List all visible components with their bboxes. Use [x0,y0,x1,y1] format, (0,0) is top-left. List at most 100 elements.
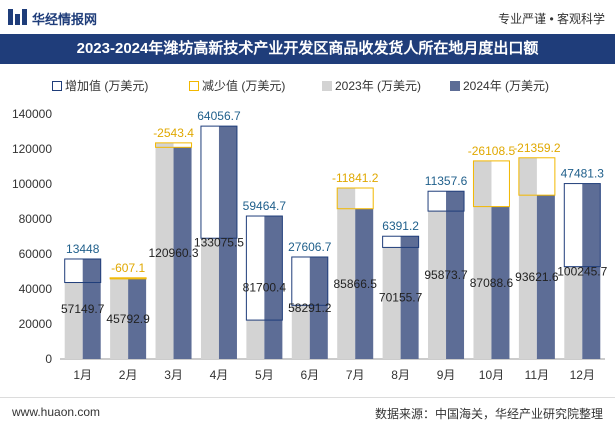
x-tick-label: 12月 [570,368,595,382]
y-tick-label: 20000 [19,317,53,331]
y2023-swatch-icon [322,81,332,91]
x-tick-label: 8月 [391,368,410,382]
brand-name: 华经情报网 [32,12,98,27]
x-tick-label: 9月 [437,368,456,382]
bar-2023 [291,305,310,359]
bar-2023 [518,157,537,359]
chart-title: 2023-2024年潍坊高新技术产业开发区商品收发货人所在地月度出口额 [76,40,539,57]
decrease-box [109,277,147,280]
decrease-box [155,142,193,148]
increase-box [64,258,102,284]
bar-2024 [218,126,237,359]
change-label: 47481.3 [561,167,605,181]
x-tick-label: 5月 [255,368,274,382]
x-tick-label: 1月 [73,368,92,382]
change-label: 59464.7 [243,199,287,213]
bar-2024 [400,236,419,359]
bar-2024 [173,147,192,359]
value-label-2024: 85866.5 [334,277,378,291]
change-label: -11841.2 [332,171,379,185]
y-tick-label: 40000 [19,282,53,296]
legend-decrease: 减少值 (万美元) [189,77,285,94]
change-label: -26108.5 [468,144,516,158]
legend-increase-label: 增加值 (万美元) [65,79,149,93]
decrease-box [336,187,374,210]
bar-2024 [536,195,555,359]
logo-icon [8,9,28,25]
bar-2023 [382,247,401,359]
legend-decrease-label: 减少值 (万美元) [202,79,286,93]
y-tick-label: 0 [45,352,52,366]
footer-source: 数据来源：中国海关，华经产业研究院整理 [374,407,603,421]
change-label: -607.1 [111,261,145,275]
x-tick-label: 4月 [210,368,229,382]
bar-2023 [110,277,129,359]
legend-2024-label: 2024年 (万美元) [463,79,550,93]
chart-plot: 0 20000 40000 60000 80000 100000 120000 140000 1… [12,107,608,382]
decrease-box [518,157,556,196]
decrease-swatch-icon [189,81,199,91]
increase-box [245,215,283,321]
x-tick-label: 7月 [346,368,365,382]
value-label-2024: 133075.5 [194,236,244,250]
change-label: 11357.6 [425,174,468,188]
change-label: 13448 [66,242,100,256]
x-tick-label: 6月 [300,368,319,382]
x-tick-label: 11月 [525,368,549,382]
increase-box [200,125,238,239]
legend-2023: 2023年 (万美元) [322,77,421,94]
change-label: 27606.7 [288,240,332,254]
value-label-2024: 95873.7 [424,268,468,282]
y2024-swatch-icon [450,81,460,91]
value-label-2024: 45792.9 [106,312,150,326]
decrease-box [472,160,510,208]
bar-2023 [428,211,447,359]
bar-2023 [246,320,265,359]
x-tick-label: 10月 [479,368,504,382]
x-tick-label: 3月 [164,368,183,382]
bar-2024 [128,278,147,359]
value-label-2024: 81700.4 [243,281,287,295]
increase-swatch-icon [52,81,62,91]
value-label-2024: 100245.7 [557,264,607,278]
bar-2024 [264,216,283,359]
bar-2024 [355,208,374,359]
change-label: -21359.2 [513,141,561,155]
increase-box [382,235,420,248]
bar-2023 [64,282,83,359]
bar-2024 [82,258,101,359]
value-label-2024: 120960.3 [149,246,199,260]
bar-2023 [155,142,174,359]
y-tick-label: 120000 [12,142,52,156]
y-tick-label: 80000 [19,212,53,226]
title-bar: 2023-2024年潍坊高新技术产业开发区商品收发货人所在地月度出口额 [0,34,615,64]
bar-2024 [582,183,601,359]
y-tick-label: 140000 [12,107,52,121]
change-label: 64056.7 [197,109,241,123]
footer-site: www.huaon.com [12,405,101,419]
value-label-2024: 58291.2 [288,301,332,315]
legend-increase: 增加值 (万美元) [52,77,148,94]
increase-box [291,256,329,306]
bar-2024 [309,256,328,359]
x-tick-label: 2月 [119,368,138,382]
value-label-2024: 70155.7 [379,291,423,305]
bar-2023 [200,238,219,359]
top-bar: 华经情报网 专业严谨 • 客观科学 [0,0,615,34]
legend-2024: 2024年 (万美元) [450,77,549,94]
bar-2024 [491,206,510,359]
bar-2023 [337,188,356,359]
footer: www.huaon.com 数据来源：中国海关，华经产业研究院整理 [0,397,615,428]
increase-box [427,190,465,212]
value-label-2024: 93621.6 [515,270,559,284]
increase-box [563,183,601,268]
change-label: -2543.4 [153,126,194,140]
value-label-2024: 57149.7 [61,302,105,316]
slogan: 专业严谨 • 客观科学 [498,12,605,26]
change-label: 6391.2 [382,219,419,233]
legend-2023-label: 2023年 (万美元) [335,79,422,93]
y-tick-label: 100000 [12,177,52,191]
bar-2023 [564,266,583,359]
y-tick-label: 60000 [19,247,53,261]
bar-2023 [473,160,492,359]
